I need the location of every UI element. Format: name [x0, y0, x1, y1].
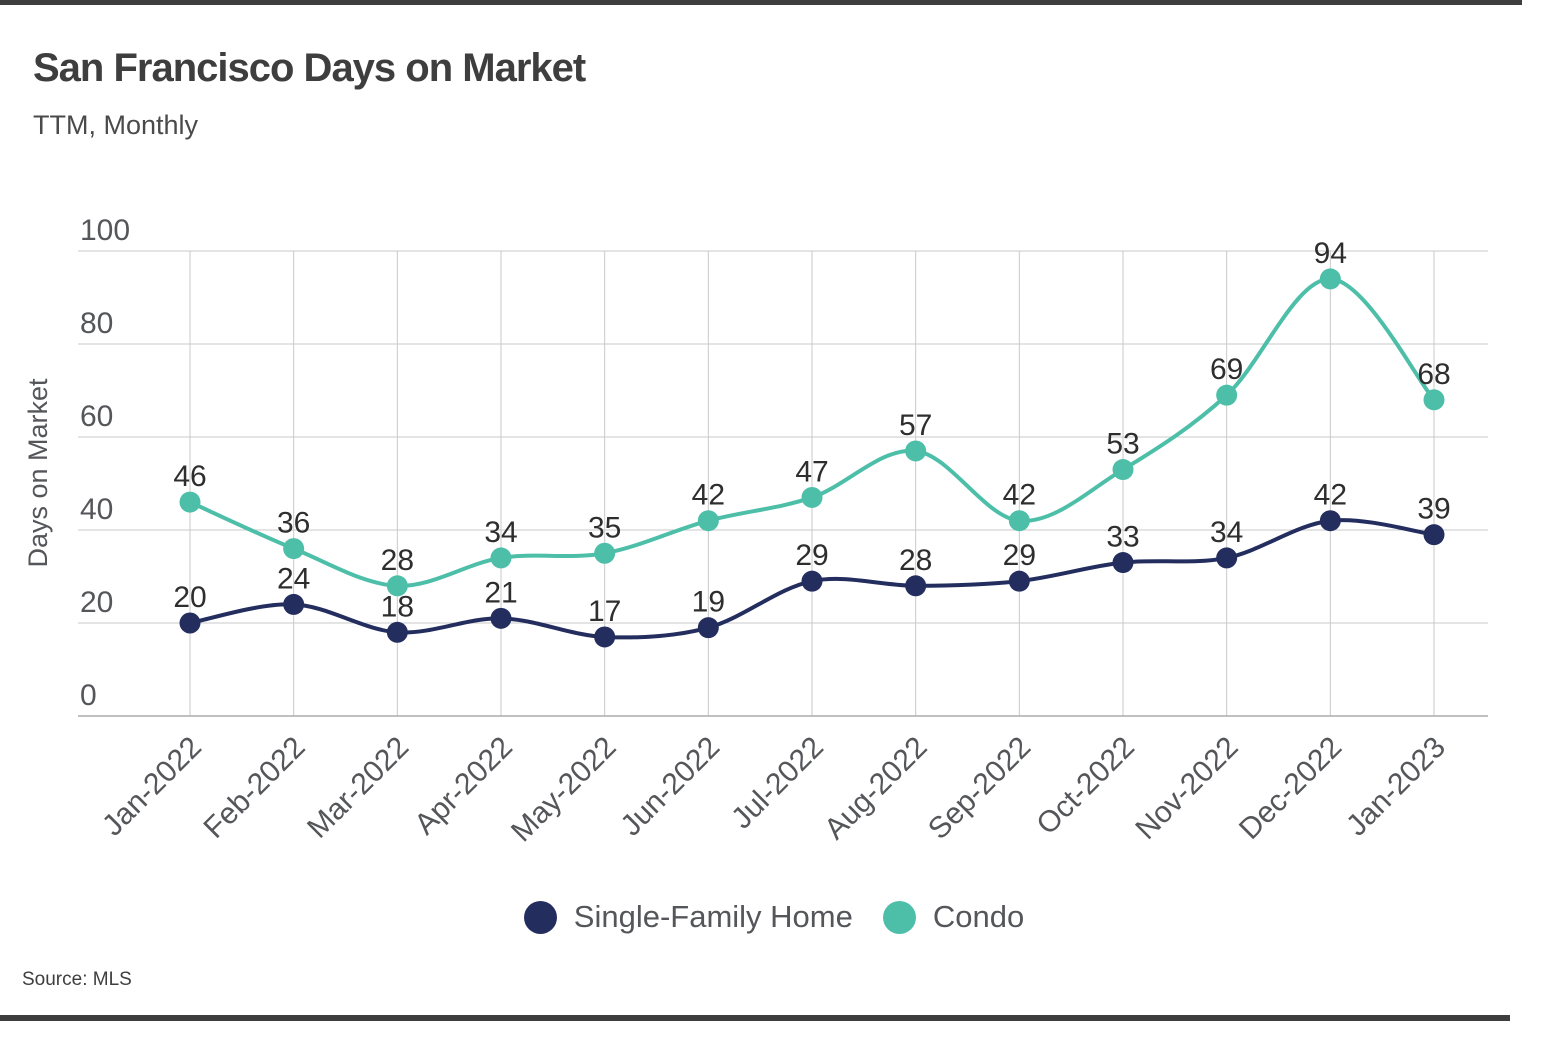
- data-point-label: 46: [173, 460, 206, 493]
- data-point: [1216, 384, 1238, 406]
- x-tick-label: Jul-2022: [725, 731, 830, 836]
- x-tick-label: Feb-2022: [197, 731, 311, 845]
- data-point: [386, 575, 408, 597]
- y-tick-label: 40: [80, 493, 113, 526]
- data-point: [179, 612, 201, 634]
- data-point-label: 94: [1314, 237, 1347, 270]
- data-point: [905, 440, 927, 462]
- data-point-label: 57: [899, 409, 932, 442]
- data-point: [697, 510, 719, 532]
- legend-item-single-family-home: Single-Family Home: [523, 899, 853, 935]
- data-point-label: 42: [1003, 479, 1036, 512]
- data-point: [179, 491, 201, 513]
- data-point: [1319, 268, 1341, 290]
- data-point-label: 42: [1314, 479, 1347, 512]
- data-point-label: 34: [484, 516, 517, 549]
- top-border-bar: [0, 0, 1522, 5]
- x-tick-label: Nov-2022: [1129, 731, 1244, 846]
- data-point-label: 39: [1417, 493, 1450, 526]
- data-point: [697, 617, 719, 639]
- y-tick-label: 60: [80, 400, 113, 433]
- data-point: [1423, 524, 1445, 546]
- data-point: [1112, 552, 1134, 574]
- chart-title: San Francisco Days on Market: [33, 46, 586, 90]
- data-point-label: 29: [795, 539, 828, 572]
- data-point-label: 20: [173, 581, 206, 614]
- data-point-label: 24: [277, 562, 310, 595]
- data-point-label: 36: [277, 507, 310, 540]
- chart-subtitle: TTM, Monthly: [33, 110, 199, 140]
- data-point: [801, 486, 823, 508]
- data-point: [801, 570, 823, 592]
- y-tick-label: 0: [80, 679, 97, 712]
- data-point: [386, 621, 408, 643]
- x-tick-label: Apr-2022: [408, 731, 519, 842]
- data-point-label: 19: [692, 586, 725, 619]
- data-point-label: 53: [1106, 428, 1139, 461]
- data-point: [594, 542, 616, 564]
- data-point: [1112, 459, 1134, 481]
- y-tick-label: 100: [80, 214, 130, 247]
- data-point-label: 34: [1210, 516, 1243, 549]
- y-tick-label: 20: [80, 586, 113, 619]
- data-point: [283, 538, 305, 560]
- data-point-label: 17: [588, 595, 621, 628]
- bottom-border-bar: [0, 1015, 1510, 1021]
- legend-label-condo: Condo: [932, 899, 1025, 934]
- data-point-label: 29: [1003, 539, 1036, 572]
- x-tick-label: Sep-2022: [922, 731, 1037, 846]
- data-point-label: 69: [1210, 353, 1243, 386]
- x-tick-label: Oct-2022: [1030, 731, 1141, 842]
- data-point-label: 21: [484, 576, 517, 609]
- data-point-label: 47: [795, 455, 828, 488]
- x-tick-label: Jan-2023: [1340, 731, 1452, 843]
- data-point-label: 28: [381, 544, 414, 577]
- x-tick-label: Mar-2022: [301, 731, 415, 845]
- data-point-label: 33: [1106, 521, 1139, 554]
- data-point-label: 68: [1417, 358, 1450, 391]
- x-tick-label: May-2022: [505, 731, 623, 849]
- data-point: [1008, 510, 1030, 532]
- legend: Single-Family Home Condo: [0, 899, 1548, 935]
- data-point: [490, 547, 512, 569]
- x-tick-label: Jun-2022: [614, 731, 726, 843]
- legend-swatch-single-family-home: [523, 900, 557, 934]
- data-point-label: 42: [692, 479, 725, 512]
- data-point: [594, 626, 616, 648]
- y-tick-label: 80: [80, 307, 113, 340]
- data-point: [1216, 547, 1238, 569]
- x-tick-label: Dec-2022: [1233, 731, 1348, 846]
- data-point: [490, 607, 512, 629]
- x-tick-label: Jan-2022: [96, 731, 208, 843]
- legend-item-condo: Condo: [882, 899, 1025, 935]
- data-point: [905, 575, 927, 597]
- data-point: [1008, 570, 1030, 592]
- y-axis-title: Days on Market: [23, 378, 53, 568]
- data-point: [1319, 510, 1341, 532]
- x-tick-label: Aug-2022: [818, 731, 933, 846]
- legend-swatch-condo: [882, 900, 916, 934]
- data-point-label: 35: [588, 511, 621, 544]
- data-point-label: 28: [899, 544, 932, 577]
- data-point: [1423, 389, 1445, 411]
- legend-label-single-family-home: Single-Family Home: [573, 899, 853, 934]
- source-note: Source: MLS: [22, 969, 132, 990]
- data-point: [283, 593, 305, 615]
